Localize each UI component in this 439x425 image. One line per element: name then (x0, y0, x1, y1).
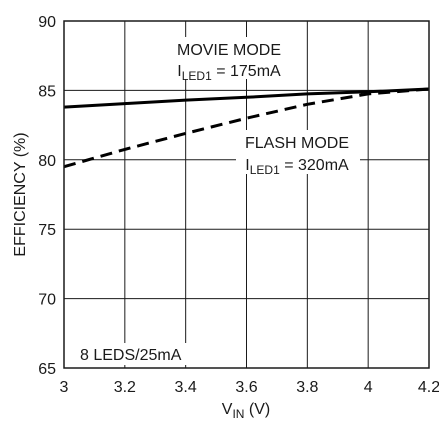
x-tick-label: 3.8 (296, 379, 318, 396)
flash-mode-current: ILED1 = 320mA (245, 157, 349, 177)
flash-mode-line (63, 87, 430, 169)
x-tick-label: 3.4 (175, 379, 197, 396)
y-tick-label: 80 (38, 153, 56, 170)
movie-mode-current: ILED1 = 175mA (177, 63, 281, 83)
movie-mode-title: MOVIE MODE (177, 42, 281, 59)
y-tick-label: 85 (38, 83, 56, 100)
x-tick-label: 3.2 (114, 379, 136, 396)
series-layer (63, 87, 430, 169)
tick-labels: 3 3.2 3.4 3.6 3.8 4 4.2 65 70 75 80 85 90 (38, 14, 439, 396)
conditions-note: 8 LEDS/25mA (80, 347, 182, 364)
x-tick-label: 3.6 (235, 379, 257, 396)
movie-mode-line (63, 87, 430, 109)
flash-label-bg (236, 130, 360, 174)
x-tick-label: 3 (60, 379, 69, 396)
x-axis-title: VIN (V) (222, 401, 270, 421)
y-tick-label: 65 (38, 361, 56, 378)
y-axis-title: EFFICIENCY (%) (12, 132, 29, 256)
movie-label-bg (160, 37, 298, 79)
note-bg (76, 343, 194, 365)
flash-mode-title: FLASH MODE (245, 135, 349, 152)
y-tick-label: 75 (38, 222, 56, 239)
plot-frame (63, 20, 430, 369)
y-tick-label: 90 (38, 14, 56, 31)
x-tick-label: 4 (364, 379, 373, 396)
x-tick-label: 4.2 (418, 379, 439, 396)
y-tick-label: 70 (38, 292, 56, 309)
